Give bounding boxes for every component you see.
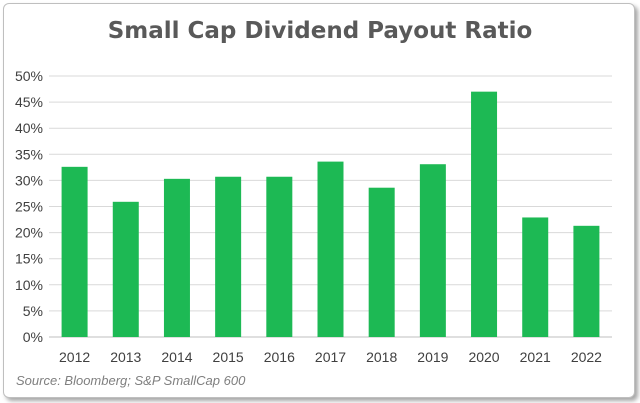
x-tick-label: 2018 (366, 349, 397, 365)
bar (215, 176, 242, 337)
y-tick-label: 0% (23, 329, 43, 345)
bar (266, 176, 293, 337)
x-tick-label: 2021 (520, 349, 551, 365)
x-tick-label: 2016 (264, 349, 295, 365)
y-tick-label: 15% (15, 251, 43, 267)
y-tick-label: 35% (15, 146, 43, 162)
x-tick-label: 2012 (59, 349, 90, 365)
bar (368, 187, 395, 337)
x-tick-label: 2015 (213, 349, 244, 365)
x-tick-label: 2017 (315, 349, 346, 365)
bar (522, 217, 549, 337)
bar (419, 164, 446, 337)
x-tick-label: 2022 (571, 349, 602, 365)
x-tick-label: 2019 (417, 349, 448, 365)
x-tick-label: 2020 (468, 349, 499, 365)
y-tick-label: 10% (15, 277, 43, 293)
x-tick-label: 2014 (161, 349, 192, 365)
y-tick-label: 25% (15, 199, 43, 215)
y-tick-label: 45% (15, 94, 43, 110)
bar (61, 166, 88, 337)
y-tick-label: 5% (23, 303, 43, 319)
bar (573, 225, 600, 337)
bar (163, 178, 190, 337)
x-tick-label: 2013 (110, 349, 141, 365)
bar (471, 91, 498, 337)
y-tick-label: 20% (15, 225, 43, 241)
y-tick-label: 30% (15, 172, 43, 188)
source-note: Source: Bloomberg; S&P SmallCap 600 (16, 373, 246, 388)
bar (112, 201, 139, 337)
y-tick-label: 50% (15, 68, 43, 84)
chart-title: Small Cap Dividend Payout Ratio (107, 18, 533, 44)
y-tick-label: 40% (15, 120, 43, 136)
bar (317, 161, 344, 337)
